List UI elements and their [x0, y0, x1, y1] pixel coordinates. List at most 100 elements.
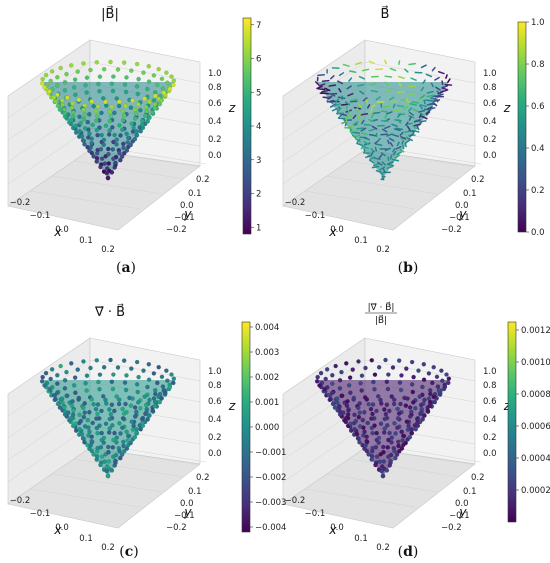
data-point: [337, 409, 343, 414]
data-point: [94, 457, 99, 462]
data-point: [144, 108, 150, 114]
colorbar-tick-label: 3: [256, 156, 261, 166]
data-arrow: [412, 129, 420, 133]
data-point: [370, 430, 375, 436]
data-point: [89, 136, 94, 141]
y-tick-label: −0.2: [441, 225, 462, 235]
data-point: [364, 397, 370, 402]
data-point: [122, 448, 127, 454]
data-point: [395, 416, 401, 421]
data-point: [91, 104, 96, 109]
data-point: [119, 154, 125, 159]
data-arrow: [318, 83, 326, 87]
data-point: [95, 132, 100, 138]
data-point: [374, 408, 379, 414]
data-point: [132, 107, 138, 112]
colorbar-a: 1 2 3 4 5 6 7: [242, 17, 261, 235]
x-axis-label: x: [328, 224, 337, 239]
data-point: [109, 402, 115, 407]
data-arrow: [338, 88, 342, 93]
data-point: [82, 112, 87, 117]
data-point: [89, 434, 94, 439]
data-point: [55, 401, 61, 407]
axis-ticks: −0.2 −0.1 0.0 0.1 0.2 0.2 0.1 0.0 −0.1 −0.2 0.0 0.2…: [10, 367, 222, 553]
caption-paren: ): [413, 544, 418, 560]
data-point: [355, 436, 361, 441]
data-point: [378, 421, 384, 426]
y-tick-label: 0.2: [471, 175, 485, 185]
z-tick-label: 0.0: [483, 449, 497, 459]
data-arrow: [426, 90, 434, 94]
data-point: [362, 410, 367, 415]
data-point: [120, 108, 125, 114]
data-arrow: [356, 107, 361, 113]
data-arrow: [373, 157, 381, 161]
data-point: [392, 421, 397, 426]
data-arrow: [384, 81, 389, 86]
data-arrow: [410, 77, 417, 81]
colorbar-tick-label: −0.002: [255, 473, 286, 483]
data-point: [120, 425, 125, 430]
data-arrow: [408, 62, 416, 66]
data-arrow: [378, 154, 383, 159]
data-point: [363, 443, 368, 448]
grid-line: [304, 488, 416, 508]
data-arrow: [408, 129, 415, 133]
data-point: [145, 119, 150, 124]
grid-line: [282, 149, 366, 207]
data-point: [147, 413, 152, 418]
data-arrow: [355, 138, 361, 143]
data-point: [151, 371, 157, 376]
chart-panel-d: −0.2 −0.1 0.0 0.1 0.2 0.2 0.1 0.0 −0.1 −0.2 0.0 0.2…: [282, 301, 511, 553]
data-point: [384, 379, 390, 385]
data-point: [87, 131, 92, 137]
data-point: [344, 361, 349, 366]
data-point: [347, 375, 353, 380]
x-tick-label: 0.1: [354, 236, 368, 246]
data-arrow: [365, 99, 369, 104]
z-tick-label: 1.0: [483, 69, 497, 79]
data-point: [138, 426, 143, 432]
data-arrow: [368, 60, 375, 65]
data-point: [51, 392, 57, 398]
y-tick-label: 0.2: [196, 473, 210, 483]
data-point: [146, 79, 152, 84]
x-tick-label: 0.0: [55, 523, 69, 533]
data-point: [94, 425, 100, 431]
data-arrow: [412, 125, 418, 130]
data-point: [407, 405, 413, 410]
data-point: [169, 372, 174, 377]
data-point: [42, 383, 47, 388]
x-tick-label: 0.0: [55, 225, 69, 235]
data-arrow: [409, 132, 415, 138]
data-point: [107, 426, 112, 431]
z-tick-label: 0.0: [208, 449, 222, 459]
data-arrow: [372, 162, 380, 167]
y-tick-label: 0.0: [180, 201, 194, 211]
data-point: [324, 367, 330, 372]
data-arrow: [412, 108, 419, 113]
data-point: [57, 405, 63, 410]
data-arrow: [320, 89, 329, 93]
data-point: [165, 378, 170, 383]
data-point: [82, 126, 88, 131]
data-point: [93, 108, 99, 114]
colorbar-tick-label: 7: [256, 21, 261, 31]
data-point: [123, 103, 128, 109]
data-point: [121, 113, 127, 118]
colorbar-gradient: [517, 21, 527, 233]
data-point: [396, 443, 401, 449]
colorbar-tick-label: 0.8: [531, 60, 545, 70]
data-point: [59, 98, 65, 103]
data-arrow: [399, 148, 405, 153]
data-point: [96, 81, 101, 87]
data-point: [72, 77, 78, 82]
data-arrow: [384, 59, 387, 65]
data-point: [378, 397, 383, 403]
colorbar-tick-label: 0.0010: [521, 358, 550, 368]
data-point: [143, 402, 149, 408]
data-point: [106, 146, 111, 152]
data-arrow: [396, 104, 405, 108]
data-point: [108, 411, 114, 417]
data-point: [128, 142, 133, 148]
